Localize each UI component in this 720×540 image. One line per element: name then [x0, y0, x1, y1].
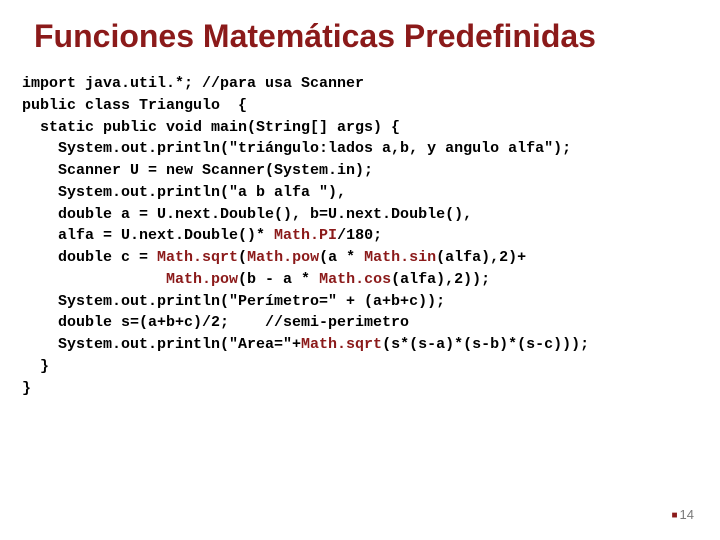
page-number-value: 14: [680, 507, 694, 522]
code-text: /180;: [337, 227, 382, 244]
slide-title: Funciones Matemáticas Predefinidas: [0, 0, 720, 55]
code-line: double c =: [22, 249, 157, 266]
code-text: (s*(s-a)*(s-b)*(s-c)));: [382, 336, 589, 353]
code-text: (: [238, 249, 247, 266]
code-line: System.out.println("a b alfa "),: [22, 184, 346, 201]
bullet-icon: ■: [671, 510, 677, 521]
code-emph: Math.pow: [166, 271, 238, 288]
code-line: }: [22, 380, 31, 397]
code-block: import java.util.*; //para usa Scanner p…: [0, 55, 720, 399]
code-line: Scanner U = new Scanner(System.in);: [22, 162, 373, 179]
code-text: (a *: [319, 249, 364, 266]
code-text: (alfa),2)+: [436, 249, 526, 266]
code-line: import java.util.*; //para usa Scanner: [22, 75, 364, 92]
code-line: System.out.println("triángulo:lados a,b,…: [22, 140, 571, 157]
code-line: double a = U.next.Double(), b=U.next.Dou…: [22, 206, 472, 223]
code-line: public class Triangulo {: [22, 97, 247, 114]
page-number: ■14: [671, 507, 694, 522]
code-line: System.out.println("Area="+: [22, 336, 301, 353]
code-line: double s=(a+b+c)/2; //semi-perimetro: [22, 314, 409, 331]
code-line: [22, 271, 166, 288]
code-emph: Math.cos: [319, 271, 391, 288]
code-text: (b - a *: [238, 271, 319, 288]
code-line: alfa = U.next.Double()*: [22, 227, 274, 244]
code-line: static public void main(String[] args) {: [22, 119, 400, 136]
code-emph: Math.pow: [247, 249, 319, 266]
code-text: (alfa),2));: [391, 271, 490, 288]
code-emph: Math.PI: [274, 227, 337, 244]
code-emph: Math.sqrt: [301, 336, 382, 353]
code-emph: Math.sin: [364, 249, 436, 266]
code-line: System.out.println("Perímetro=" + (a+b+c…: [22, 293, 445, 310]
code-line: }: [22, 358, 49, 375]
slide-container: Funciones Matemáticas Predefinidas impor…: [0, 0, 720, 540]
code-emph: Math.sqrt: [157, 249, 238, 266]
